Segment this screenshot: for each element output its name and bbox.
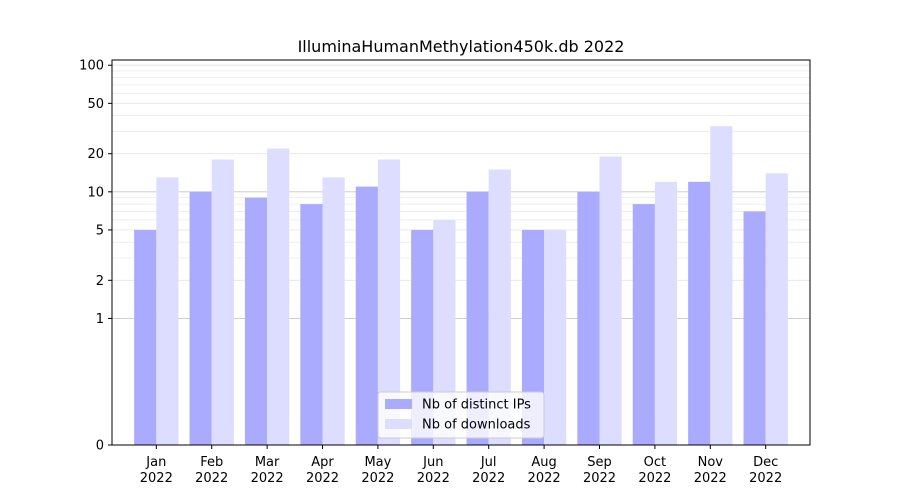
legend-swatch bbox=[385, 399, 412, 409]
y-axis: 0 1 2 5 10 20 50 100 bbox=[79, 59, 112, 454]
bar-downloads-0 bbox=[156, 177, 179, 446]
bar-distinct-ips-10 bbox=[688, 181, 711, 445]
bar-downloads-5 bbox=[433, 219, 456, 445]
x-tick-label: Oct 2022 bbox=[638, 455, 671, 486]
x-tick-label: Mar 2022 bbox=[251, 455, 284, 486]
bar-downloads-6 bbox=[488, 169, 511, 445]
legend: Nb of distinct IPs Nb of downloads bbox=[377, 391, 545, 439]
bar-downloads-9 bbox=[654, 181, 678, 445]
bar-downloads-1 bbox=[211, 159, 234, 445]
bar-distinct-ips-3 bbox=[300, 204, 323, 445]
bar-distinct-ips-4 bbox=[355, 186, 378, 446]
x-tick-label: Jan 2022 bbox=[140, 455, 173, 486]
bar-downloads-3 bbox=[322, 177, 345, 446]
x-tick-label: Sep 2022 bbox=[583, 455, 616, 486]
x-tick-label: Feb 2022 bbox=[195, 455, 228, 486]
plot-frame bbox=[111, 59, 811, 446]
x-tick-label: Jul 2022 bbox=[472, 455, 505, 486]
x-tick-label: May 2022 bbox=[361, 455, 394, 486]
y-tick-label: 50 bbox=[87, 97, 104, 112]
x-tick-label: Nov 2022 bbox=[694, 455, 727, 486]
bar-distinct-ips-9 bbox=[632, 204, 655, 445]
bar-distinct-ips-8 bbox=[577, 191, 600, 445]
y-tick-label: 0 bbox=[96, 439, 104, 454]
y-tick-label: 10 bbox=[87, 185, 104, 200]
x-axis: Jan 2022 Feb 2022 Mar 2022 Apr 2022 May 2022 Jun 20… bbox=[140, 445, 782, 486]
bar-downloads-7 bbox=[544, 229, 567, 445]
x-tick-label: Apr 2022 bbox=[306, 455, 339, 486]
y-tick-label: 1 bbox=[96, 312, 104, 327]
bars bbox=[134, 126, 788, 446]
x-tick-label: Aug 2022 bbox=[528, 455, 561, 486]
legend-label: Nb of distinct IPs bbox=[422, 398, 531, 413]
x-tick-label: Dec 2022 bbox=[749, 455, 782, 486]
legend-swatch bbox=[385, 419, 412, 429]
bar-downloads-2 bbox=[267, 148, 290, 445]
legend-label: Nb of downloads bbox=[422, 418, 531, 433]
bar-downloads-4 bbox=[377, 159, 401, 445]
x-tick-label: Jun 2022 bbox=[417, 455, 450, 486]
bar-downloads-8 bbox=[599, 156, 622, 446]
bar-downloads-10 bbox=[710, 126, 733, 446]
bar-distinct-ips-6 bbox=[466, 191, 489, 445]
y-tick-label: 5 bbox=[96, 223, 104, 238]
y-tick-label: 100 bbox=[79, 59, 104, 74]
bar-distinct-ips-11 bbox=[743, 211, 766, 445]
legend-box bbox=[377, 391, 545, 439]
chart-title: IlluminaHumanMethylation450k.db 2022 bbox=[298, 37, 625, 56]
bar-downloads-11 bbox=[765, 173, 788, 445]
bar-distinct-ips-5 bbox=[411, 229, 434, 445]
y-tick-label: 20 bbox=[87, 147, 104, 162]
y-tick-label: 2 bbox=[96, 274, 104, 289]
bar-distinct-ips-0 bbox=[134, 229, 157, 445]
bar-distinct-ips-7 bbox=[521, 229, 545, 445]
bar-distinct-ips-1 bbox=[189, 191, 212, 445]
bar-distinct-ips-2 bbox=[244, 197, 268, 445]
